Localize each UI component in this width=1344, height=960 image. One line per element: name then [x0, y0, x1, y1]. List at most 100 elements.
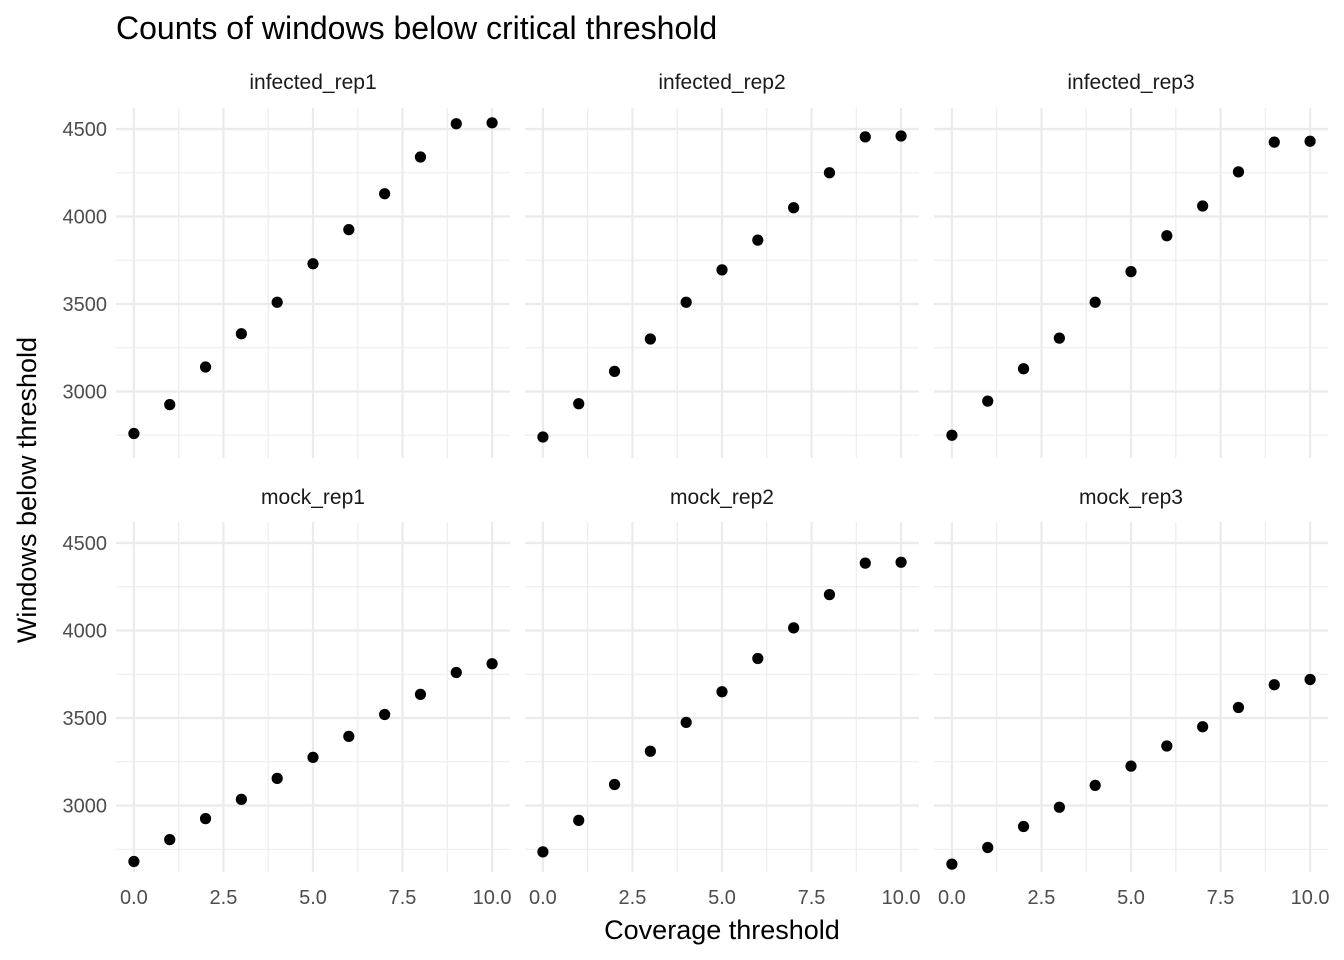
- data-point: [235, 793, 247, 805]
- data-point: [788, 202, 800, 214]
- data-point: [414, 688, 427, 700]
- data-point: [573, 398, 585, 410]
- y-tick-label: 4500: [63, 119, 108, 141]
- x-tick-label: 7.5: [1207, 887, 1235, 909]
- data-point: [716, 264, 728, 276]
- x-axis-title: Coverage threshold: [604, 915, 840, 945]
- data-point: [1125, 266, 1137, 278]
- data-point: [1017, 820, 1030, 833]
- facet-panel: mock_rep3 0.0 2.5 5.0 7.5 10.0: [934, 486, 1330, 909]
- data-point: [859, 557, 871, 569]
- facet-panel: mock_rep2 0.0 2.5 5.0 7.5 10.0: [525, 486, 921, 909]
- data-point: [573, 814, 585, 826]
- data-point: [823, 589, 836, 601]
- y-tick-label: 4000: [63, 207, 108, 229]
- data-point: [1053, 332, 1065, 344]
- data-point: [1089, 296, 1101, 308]
- x-tick-label: 7.5: [798, 887, 826, 909]
- chart-title: Counts of windows below critical thresho…: [116, 10, 717, 46]
- data-point: [537, 846, 549, 858]
- data-point: [859, 131, 871, 143]
- data-point: [486, 658, 498, 670]
- data-point: [680, 296, 692, 308]
- data-point: [1268, 679, 1280, 691]
- data-point: [379, 708, 391, 721]
- data-point: [414, 151, 427, 163]
- facet-strip-label: infected_rep2: [658, 71, 785, 94]
- data-point: [199, 813, 212, 825]
- data-point: [199, 361, 212, 373]
- data-point: [1197, 200, 1209, 212]
- data-point: [537, 431, 549, 443]
- x-tick-label: 0.0: [529, 887, 557, 909]
- x-tick-label: 5.0: [299, 887, 327, 909]
- data-point: [608, 778, 621, 791]
- x-tick-label: 10.0: [1291, 887, 1330, 909]
- data-point: [1017, 363, 1030, 375]
- data-point: [608, 365, 621, 377]
- data-point: [379, 188, 391, 200]
- data-point: [128, 855, 140, 868]
- data-point: [752, 652, 764, 665]
- y-tick-label: 3000: [63, 796, 108, 818]
- x-tick-label: 5.0: [1117, 887, 1145, 909]
- y-tick-label: 4000: [63, 621, 108, 643]
- data-point: [343, 224, 355, 236]
- facet-strip-label: infected_rep3: [1067, 71, 1194, 94]
- data-point: [716, 686, 728, 698]
- x-tick-label: 2.5: [1028, 887, 1056, 909]
- data-point: [164, 399, 176, 411]
- x-tick-label: 10.0: [473, 887, 512, 909]
- data-point: [946, 858, 958, 870]
- facet-strip-label: mock_rep1: [261, 486, 365, 509]
- data-point: [1232, 701, 1245, 714]
- facet-panel: infected_rep2: [525, 71, 919, 458]
- data-point: [982, 841, 994, 854]
- data-point: [1125, 760, 1137, 772]
- facet-strip-label: mock_rep3: [1079, 486, 1183, 509]
- x-tick-label: 2.5: [210, 887, 238, 909]
- data-point: [1268, 136, 1280, 148]
- data-point: [450, 666, 462, 679]
- data-point: [1161, 230, 1173, 242]
- x-tick-label: 5.0: [708, 887, 736, 909]
- x-tick-label: 7.5: [389, 887, 417, 909]
- facet-panels: infected_rep1 3000 3500 4000 4500 infected_re…: [63, 71, 1330, 909]
- y-tick-label: 3500: [63, 708, 108, 730]
- x-tick-label: 10.0: [882, 887, 921, 909]
- data-point: [343, 730, 355, 742]
- data-point: [1304, 135, 1316, 147]
- data-point: [1089, 779, 1101, 791]
- data-point: [450, 118, 462, 130]
- data-point: [1161, 740, 1173, 752]
- data-point: [1197, 721, 1209, 733]
- data-point: [271, 772, 283, 784]
- y-tick-label: 4500: [63, 533, 108, 555]
- data-point: [788, 622, 800, 634]
- data-point: [1053, 801, 1065, 813]
- y-tick-label: 3000: [63, 382, 108, 404]
- x-tick-label: 2.5: [619, 887, 647, 909]
- x-tick-label: 0.0: [120, 887, 148, 909]
- facet-strip-label: infected_rep1: [249, 71, 376, 94]
- x-tick-label: 0.0: [938, 887, 966, 909]
- data-point: [1304, 673, 1316, 686]
- data-point: [752, 234, 764, 246]
- data-point: [895, 556, 907, 568]
- facet-strip-label: mock_rep2: [670, 486, 774, 509]
- data-point: [680, 716, 692, 728]
- y-axis-title: Windows below threshold: [12, 337, 42, 643]
- data-point: [644, 333, 656, 345]
- data-point: [644, 745, 656, 757]
- data-point: [895, 130, 907, 142]
- data-point: [128, 427, 140, 440]
- data-point: [982, 395, 994, 407]
- data-point: [1232, 166, 1245, 178]
- data-point: [486, 117, 498, 129]
- y-tick-label: 3500: [63, 294, 108, 316]
- data-point: [235, 328, 247, 340]
- data-point: [164, 834, 176, 846]
- data-point: [271, 296, 283, 308]
- facet-panel: infected_rep3: [934, 71, 1328, 458]
